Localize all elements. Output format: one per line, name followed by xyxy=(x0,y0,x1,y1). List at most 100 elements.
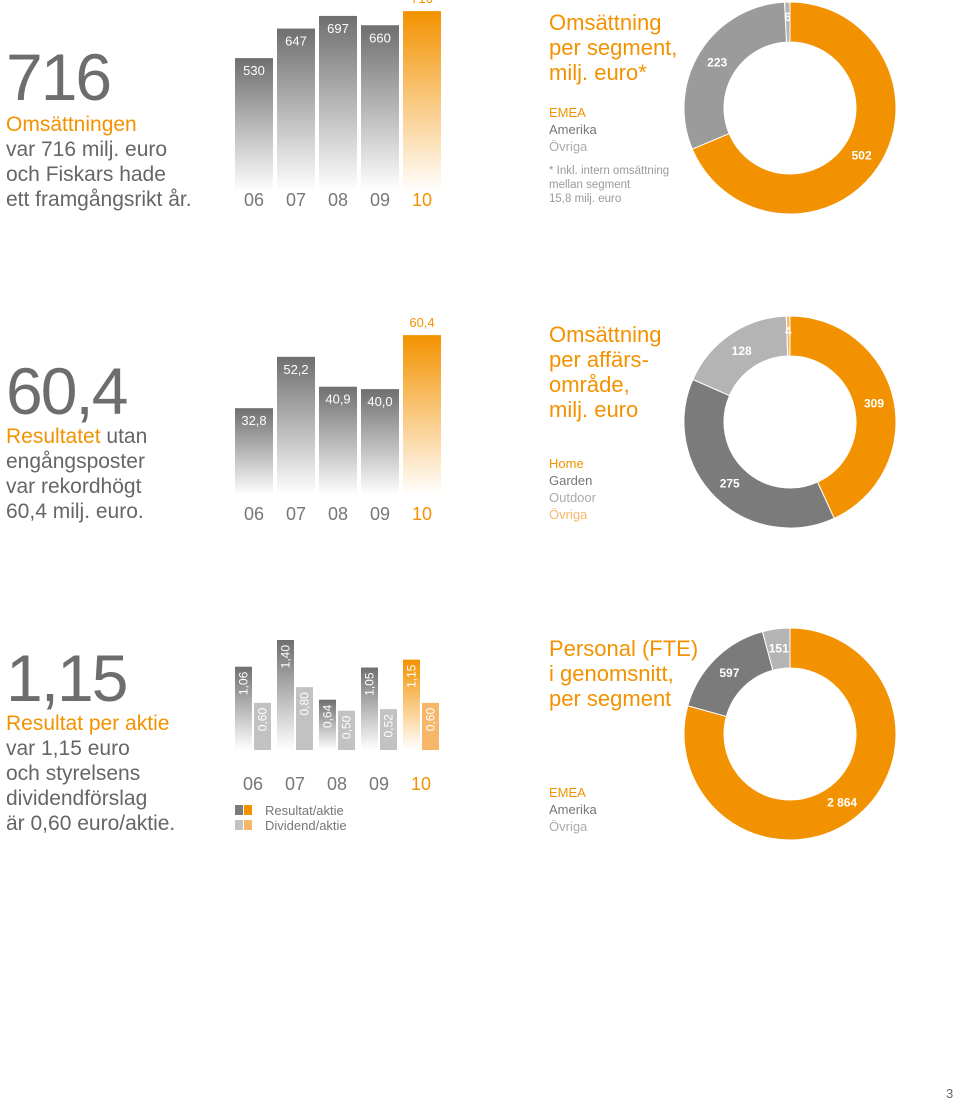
revenue-desc-line: och Fiskars hade xyxy=(6,163,166,186)
slice-garden xyxy=(683,378,835,529)
x-tick-label: 08 xyxy=(328,190,348,210)
result-desc-line: var rekordhögt xyxy=(6,475,142,498)
bar-10 xyxy=(403,11,441,193)
legend-swatch xyxy=(235,820,243,830)
pie-title-line: per affärs- xyxy=(549,347,649,372)
bar-dividend-07 xyxy=(296,687,313,750)
x-tick-label: 10 xyxy=(412,190,432,210)
bar-value-label: 1,40 xyxy=(279,645,293,669)
pie-title-line: milj. euro xyxy=(549,397,639,422)
result-desc-highlight: Resultatet xyxy=(6,425,101,448)
eps-desc-line: är 0,60 euro/aktie. xyxy=(6,812,176,835)
eps-desc-line: dividendförslag xyxy=(6,787,148,810)
slice-emea xyxy=(691,1,897,215)
pie-title-line: Omsättning xyxy=(549,10,662,35)
bar-eps-07 xyxy=(277,640,294,750)
result-bar-chart: 32,8 06 52,2 07 40,9 08 40,0 09 60,4 10 xyxy=(235,315,441,524)
result-desc-rest: utan xyxy=(100,425,148,448)
bar-06 xyxy=(235,408,273,495)
legend-item-emea: EMEA xyxy=(549,785,586,800)
eps-description: Resultat per aktie var 1,15 euro och sty… xyxy=(6,711,226,836)
x-tick-label: 08 xyxy=(327,774,347,794)
result-desc-line: 60,4 milj. euro. xyxy=(6,500,144,523)
segment-footnote: * Inkl. intern omsättning mellan segment… xyxy=(549,164,669,206)
slice-value-label: 128 xyxy=(732,344,752,358)
eps-big-number: 1,15 xyxy=(6,641,128,715)
slice-övriga xyxy=(785,315,791,357)
business-legend: Home Garden Outdoor Övriga xyxy=(549,455,596,523)
slice-value-label: 275 xyxy=(720,476,740,490)
bar-value-label: 530 xyxy=(243,63,265,78)
bar-dividend-08 xyxy=(338,710,355,750)
bar-09 xyxy=(361,389,399,495)
bar-value-label: 0,60 xyxy=(424,708,438,732)
personnel-legend: EMEA Amerika Övriga xyxy=(549,784,597,835)
legend-item-outdoor: Outdoor xyxy=(549,490,596,505)
legend-item-ovriga: Övriga xyxy=(549,139,588,154)
bar-08 xyxy=(319,386,357,495)
pie-title-line: Omsättning xyxy=(549,322,662,347)
slice-value-label: 223 xyxy=(707,55,727,69)
footnote-line: mellan segment xyxy=(549,179,631,191)
pie-title-line: område, xyxy=(549,372,630,397)
segment-pie-title: Omsättning per segment, milj. euro* xyxy=(549,10,677,85)
bar-value-label: 0,52 xyxy=(382,714,396,738)
bar-value-label: 660 xyxy=(369,30,391,45)
result-big-number: 60,4 xyxy=(6,354,128,428)
bar-value-label: 40,0 xyxy=(367,394,392,409)
slice-amerika xyxy=(683,1,788,150)
pie-title-line: Personal (FTE) xyxy=(549,636,699,661)
pie-title-line: per segment xyxy=(549,686,672,711)
slice-emea xyxy=(683,627,897,841)
bar-value-label: 32,8 xyxy=(241,413,266,428)
segment-legend: EMEA Amerika Övriga xyxy=(549,104,597,155)
slice-value-label: 6 xyxy=(784,10,791,24)
bar-value-label: 52,2 xyxy=(283,362,308,377)
segment-donut-chart: 502 223 6 xyxy=(683,1,897,215)
bar-eps-06 xyxy=(235,666,252,750)
pie-title-line: milj. euro* xyxy=(549,60,647,85)
x-tick-label: 07 xyxy=(286,504,306,524)
bar-value-label: 0,50 xyxy=(340,715,354,739)
bar-value-label: 60,4 xyxy=(409,315,434,330)
revenue-big-number: 716 xyxy=(6,40,112,114)
x-tick-label: 07 xyxy=(286,190,306,210)
eps-desc-highlight: Resultat per aktie xyxy=(6,712,170,735)
legend-swatch xyxy=(235,805,243,815)
bar-value-label: 647 xyxy=(285,34,307,49)
result-desc-line: engångsposter xyxy=(6,450,145,473)
bar-09 xyxy=(361,25,399,193)
result-desc-line1: Resultatet utan xyxy=(6,424,226,449)
legend-item-amerika: Amerika xyxy=(549,122,597,137)
bar-value-label: 716 xyxy=(411,0,433,6)
legend-item-home: Home xyxy=(549,456,584,471)
revenue-bar-chart: 530 06 647 07 697 08 660 09 716 10 xyxy=(235,0,441,210)
bar-eps-08 xyxy=(319,699,336,750)
page-number: 3 xyxy=(946,1086,954,1101)
result-description: Resultatet utan engångsposter var rekord… xyxy=(6,424,226,524)
bar-06 xyxy=(235,58,273,193)
x-tick-label: 06 xyxy=(243,774,263,794)
bar-dividend-06 xyxy=(254,702,271,750)
legend-item-ovriga: Övriga xyxy=(549,819,588,834)
revenue-desc-highlight: Omsättningen xyxy=(6,113,137,136)
slice-övriga xyxy=(761,627,791,671)
pie-title-line: i genomsnitt, xyxy=(549,661,674,686)
bar-07 xyxy=(277,356,315,495)
slice-value-label: 4 xyxy=(785,324,792,338)
bar-eps-09 xyxy=(361,667,378,750)
slice-value-label: 2 864 xyxy=(827,795,857,809)
slice-value-label: 151 xyxy=(769,642,789,656)
slice-value-label: 597 xyxy=(719,666,739,680)
bar-value-label: 697 xyxy=(327,21,349,36)
legend-swatch xyxy=(244,820,252,830)
x-tick-label: 06 xyxy=(244,190,264,210)
legend-item-amerika: Amerika xyxy=(549,802,597,817)
bar-value-label: 0,60 xyxy=(256,708,270,732)
x-tick-label: 07 xyxy=(285,774,305,794)
revenue-description: Omsättningen var 716 milj. euro och Fisk… xyxy=(6,112,226,212)
revenue-desc-line: ett framgångsrikt år. xyxy=(6,188,192,211)
bar-eps-10 xyxy=(403,659,420,750)
legend-label: Resultat/aktie xyxy=(265,803,344,818)
